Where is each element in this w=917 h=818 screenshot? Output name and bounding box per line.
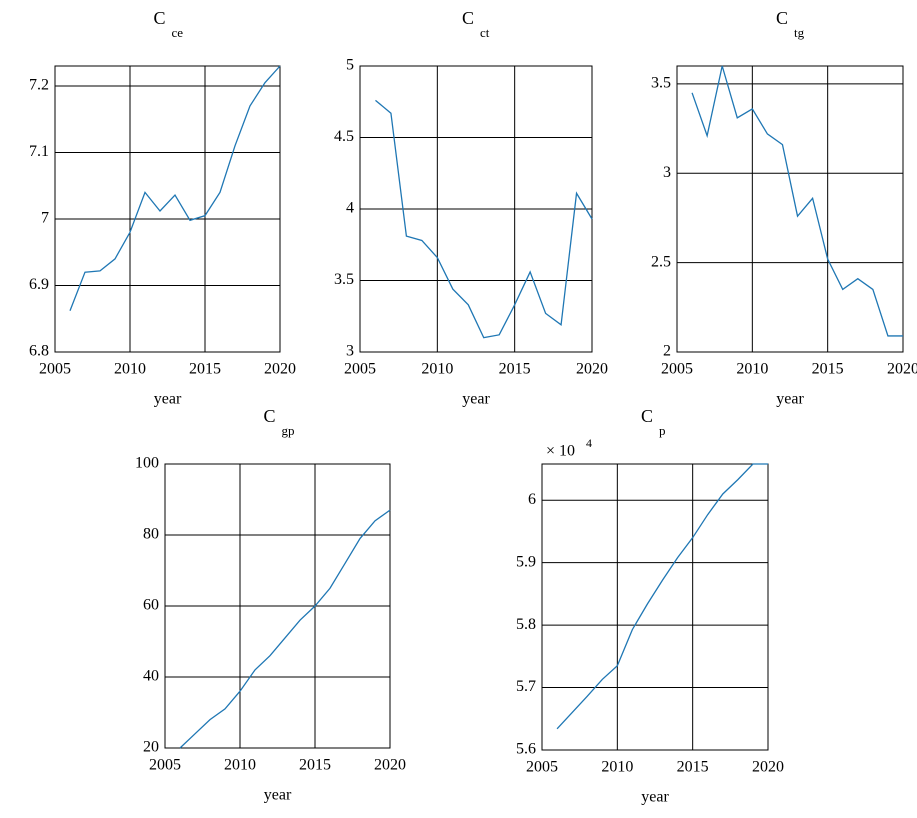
line — [691, 65, 903, 337]
chart-title-sub: gp — [282, 423, 295, 438]
x-tick-label: 2005 — [344, 361, 376, 378]
x-tick-label: 2015 — [189, 361, 221, 378]
x-tick-label: 2015 — [299, 757, 331, 774]
x-tick-label: 2005 — [39, 361, 71, 378]
chart-title: C — [776, 8, 788, 28]
chart-title: C — [641, 406, 653, 426]
x-tick-label: 2010 — [114, 361, 146, 378]
line — [375, 99, 593, 339]
y-tick-label: 5 — [346, 57, 354, 74]
y-tick-label: 7 — [41, 210, 49, 227]
y-tick-label: 5.8 — [516, 616, 536, 633]
y-tick-label: 5.9 — [516, 553, 536, 570]
y-tick-label: 4 — [346, 200, 354, 217]
plot-frame — [676, 65, 904, 353]
y-tick-label: 3 — [346, 343, 354, 360]
x-axis-label: year — [776, 391, 804, 408]
x-tick-label: 2010 — [224, 757, 256, 774]
x-tick-label: 2005 — [526, 759, 558, 776]
y-tick-label: 2 — [663, 343, 671, 360]
chart-title-sub: p — [659, 423, 666, 438]
y-tick-label: 6.8 — [29, 343, 49, 360]
x-tick-label: 2020 — [576, 361, 608, 378]
y-tick-label: 100 — [135, 455, 159, 472]
y-tick-label: 5.7 — [516, 678, 536, 695]
multiplier: × 10 — [546, 443, 575, 460]
y-tick-label: 6 — [528, 491, 536, 508]
multiplier-exp: 4 — [586, 436, 592, 450]
x-axis-label: year — [641, 789, 669, 806]
x-tick-label: 2005 — [149, 757, 181, 774]
y-tick-label: 3.5 — [651, 75, 671, 92]
x-tick-label: 2020 — [752, 759, 784, 776]
line — [179, 509, 391, 749]
x-tick-label: 2010 — [601, 759, 633, 776]
y-tick-label: 2.5 — [651, 253, 671, 270]
y-tick-label: 3 — [663, 164, 671, 181]
x-tick-label: 2015 — [499, 361, 531, 378]
y-tick-label: 7.1 — [29, 143, 49, 160]
plot-frame — [164, 463, 391, 749]
y-tick-label: 4.5 — [334, 128, 354, 145]
y-tick-label: 80 — [143, 526, 159, 543]
x-tick-label: 2020 — [264, 361, 296, 378]
y-tick-label: 20 — [143, 739, 159, 756]
chart-title: C — [153, 8, 165, 28]
x-tick-label: 2020 — [374, 757, 406, 774]
x-tick-label: 2010 — [421, 361, 453, 378]
chart-title: C — [462, 8, 474, 28]
y-tick-label: 60 — [143, 597, 159, 614]
x-tick-label: 2010 — [736, 361, 768, 378]
y-tick-label: 40 — [143, 668, 159, 685]
chart-title-sub: tg — [794, 25, 805, 40]
plot-frame — [359, 65, 593, 353]
chart-title-sub: ce — [172, 25, 184, 40]
x-axis-label: year — [462, 391, 490, 408]
x-tick-label: 2015 — [677, 759, 709, 776]
y-tick-label: 3.5 — [334, 271, 354, 288]
x-tick-label: 2020 — [887, 361, 917, 378]
plot-frame — [54, 65, 281, 353]
line — [556, 463, 768, 730]
x-tick-label: 2005 — [661, 361, 693, 378]
y-tick-label: 7.2 — [29, 77, 49, 94]
y-tick-label: 6.9 — [29, 276, 49, 293]
plot-frame — [541, 463, 769, 751]
x-axis-label: year — [264, 787, 292, 804]
chart-title-sub: ct — [480, 25, 490, 40]
x-axis-label: year — [154, 391, 182, 408]
x-tick-label: 2015 — [812, 361, 844, 378]
line — [69, 65, 281, 311]
y-tick-label: 5.6 — [516, 741, 536, 758]
chart-title: C — [263, 406, 275, 426]
